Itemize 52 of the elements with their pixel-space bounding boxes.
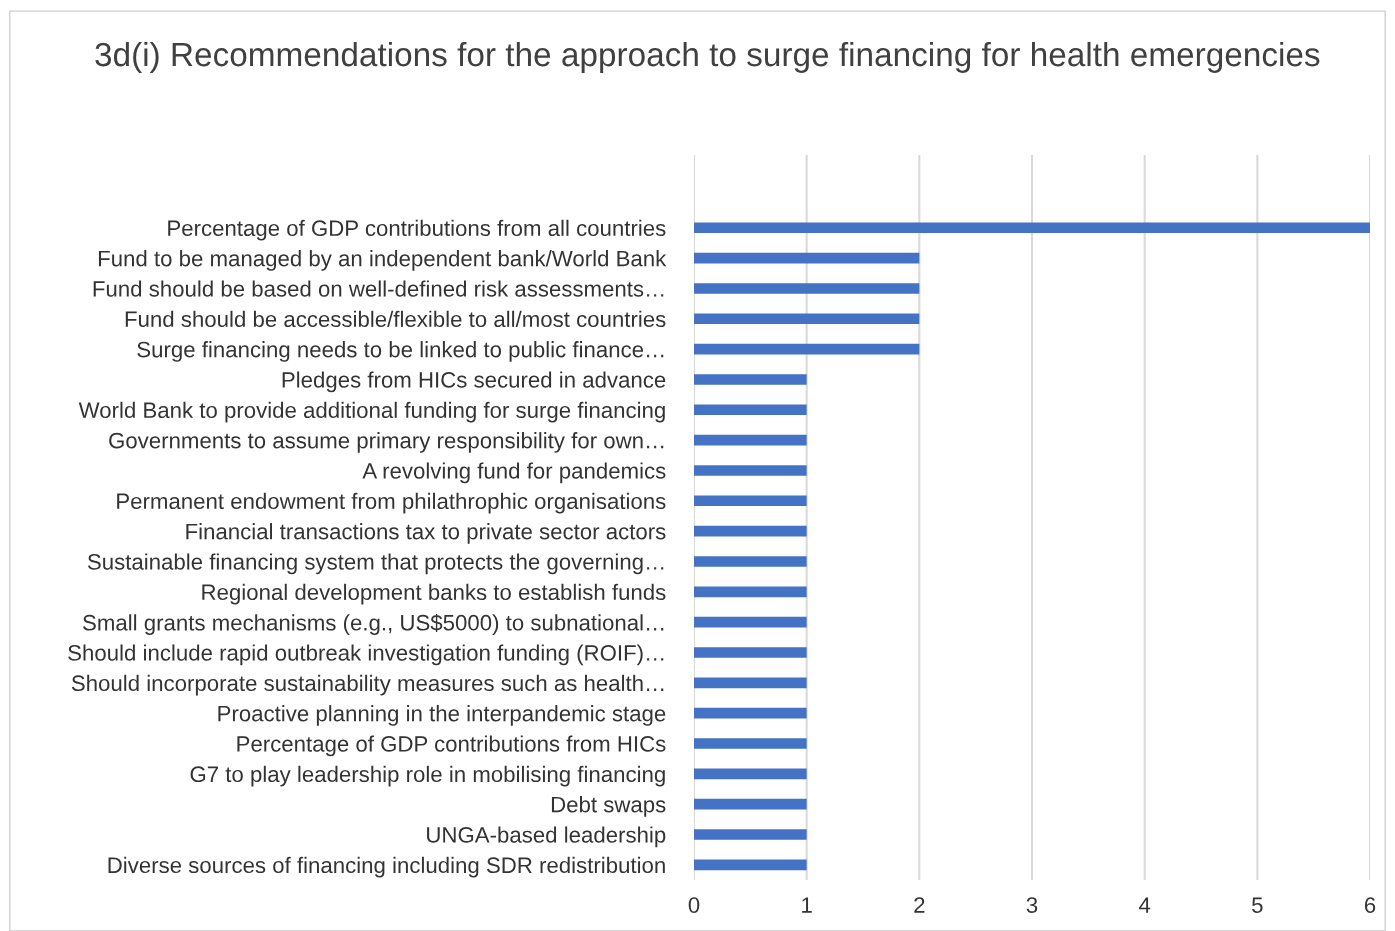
y-tick-label: Sustainable financing system that protects the governing…	[87, 553, 664, 575]
y-tick-label: Governments to assume primary responsibility for own…	[109, 432, 664, 453]
bar	[694, 738, 807, 749]
bar	[694, 495, 807, 507]
bar	[694, 313, 920, 325]
bar	[694, 404, 807, 416]
y-tick-label: Should include rapid outbreak investigation funding (ROIF)…	[68, 644, 664, 666]
y-tick-label: Surge financing needs to be linked to public finance…	[137, 341, 664, 362]
x-tick-label: 2	[914, 897, 925, 913]
bar	[694, 525, 807, 537]
bar	[694, 616, 807, 628]
bar	[694, 798, 807, 810]
y-tick-label: A revolving fund for pandemics	[362, 462, 666, 484]
y-tick-label: Should incorporate sustainability measures such as health…	[71, 674, 664, 696]
x-tick-label: 6	[1364, 897, 1376, 913]
bar	[694, 859, 807, 871]
y-tick-label: Pledges from HICs secured in advance	[282, 371, 666, 393]
x-tick-label: 0	[688, 897, 700, 913]
chart-title: 3d(i) Recommendations for the approach to surge financing for health emergencies	[95, 41, 1320, 73]
y-tick-label: Debt swaps	[551, 796, 666, 817]
bar	[694, 465, 807, 476]
bar	[694, 434, 807, 446]
y-tick-label: World Bank to provide additional funding for surge financing	[78, 401, 665, 423]
bar	[694, 707, 807, 719]
y-tick-label: Financial transactions tax to private sector actors	[186, 523, 666, 544]
x-tick-label: 4	[1139, 897, 1151, 913]
bar	[694, 677, 807, 689]
y-tick-label: Small grants mechanisms (e.g., US$5000) to subnational…	[83, 613, 664, 635]
x-tick-label: 3	[1026, 897, 1038, 913]
y-tick-label: Diverse sources of financing including SDR redistribution	[108, 856, 665, 878]
bar	[694, 343, 920, 355]
bar	[694, 283, 920, 294]
y-tick-label: Regional development banks to establish funds	[202, 583, 666, 605]
y-tick-label: Fund should be based on well-defined risk assessments…	[93, 280, 664, 297]
bar	[694, 556, 807, 567]
bar	[694, 829, 807, 840]
bar	[694, 647, 807, 658]
y-tick-label: G7 to play leadership role in mobilising financing	[190, 765, 665, 787]
bar	[694, 374, 807, 385]
y-tick-label: Fund should be accessible/flexible to all/most countries	[125, 310, 666, 328]
y-tick-label: UNGA-based leadership	[427, 826, 666, 848]
bar	[694, 222, 1370, 234]
y-tick-label: Percentage of GDP contributions from all countries	[168, 219, 666, 241]
bar	[694, 586, 807, 598]
y-tick-label: Permanent endowment from philathrophic organisations	[117, 492, 666, 514]
bar	[694, 768, 807, 780]
y-tick-label: Proactive planning in the interpandemic stage	[218, 705, 666, 726]
y-tick-label: Fund to be managed by an independent bank/World Bank	[98, 250, 667, 271]
y-tick-label: Percentage of GDP contributions from HICs	[237, 735, 666, 757]
bar	[694, 252, 920, 264]
x-tick-label: 5	[1252, 897, 1263, 913]
x-tick-label: 1	[802, 897, 812, 913]
